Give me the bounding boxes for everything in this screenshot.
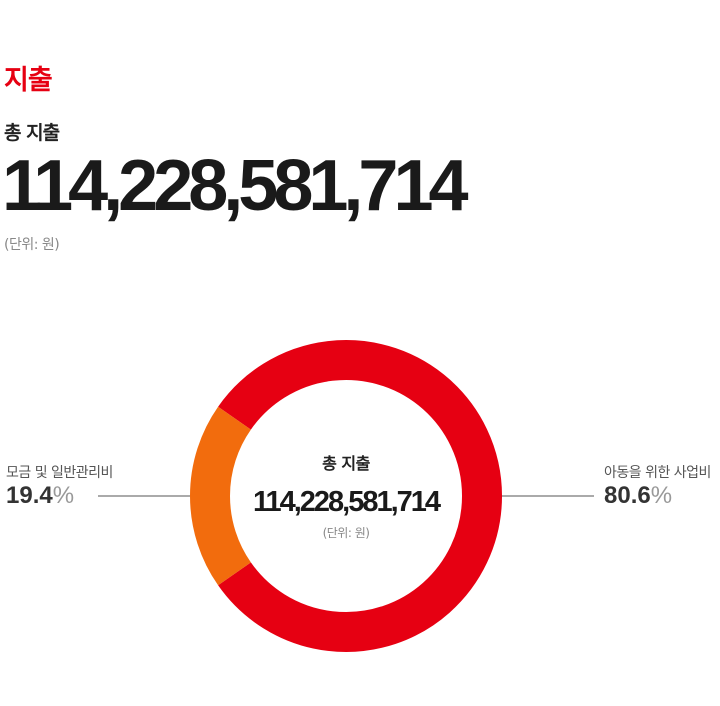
slice-value-admin-number: 19.4 [6, 482, 53, 509]
slice-label-admin: 모금 및 일반관리비 [6, 465, 113, 481]
center-title: 총 지출 [322, 454, 370, 473]
total-expense-label: 총 지출 [4, 122, 60, 144]
donut-slice-program [218, 340, 502, 652]
slice-value-program-unit: % [650, 482, 673, 509]
slice-value-program: 80.6% [604, 482, 672, 510]
center-unit: (단위: 원) [322, 526, 370, 540]
unit-note: (단위: 원) [4, 237, 60, 253]
donut-slice-admin [190, 406, 252, 586]
slice-value-admin-unit: % [52, 482, 75, 509]
slice-value-admin: 19.4% [6, 482, 74, 510]
total-expense-amount: 114,228,581,714 [2, 146, 469, 226]
section-title: 지출 [4, 65, 53, 96]
center-amount: 114,228,581,714 [252, 486, 441, 518]
slice-value-program-number: 80.6 [604, 482, 651, 509]
slice-label-program: 아동을 위한 사업비 [604, 465, 711, 481]
